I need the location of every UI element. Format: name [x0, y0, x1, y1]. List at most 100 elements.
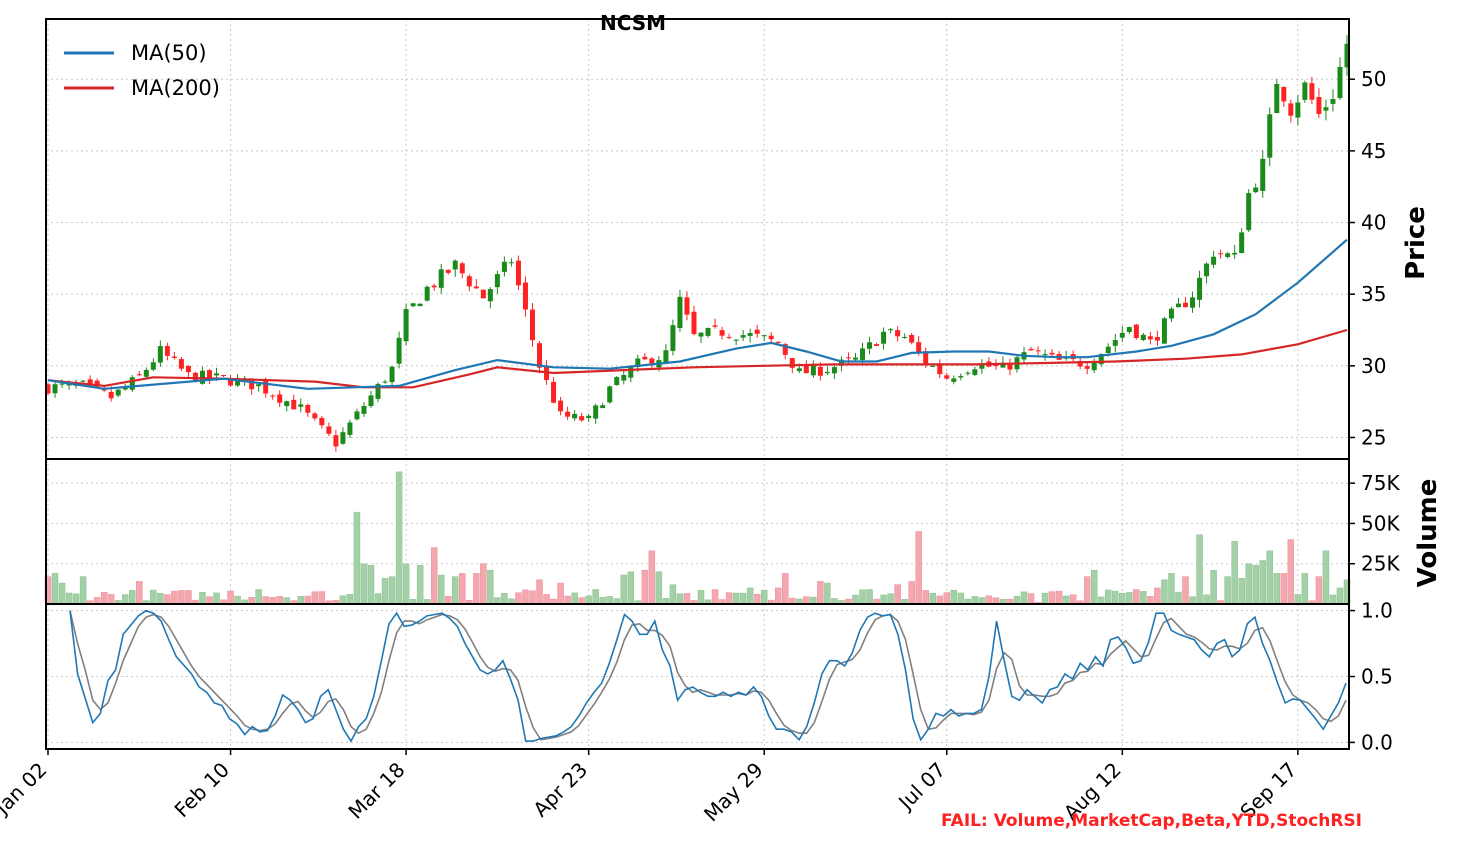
candle-body — [494, 274, 500, 288]
volume-bar — [753, 593, 761, 605]
candle-body — [368, 395, 374, 406]
volume-bar — [100, 591, 108, 605]
candle-body — [59, 383, 65, 385]
legend-ma50-label: MA(50) — [131, 41, 207, 65]
candle-body — [45, 384, 51, 394]
candle-body — [164, 345, 170, 356]
candle-body — [361, 406, 367, 414]
candle-body — [1302, 82, 1308, 100]
volume-bar — [1266, 550, 1274, 605]
candle-body — [480, 289, 486, 299]
volume-bar — [571, 592, 578, 605]
volume-bar — [227, 590, 234, 605]
candle-body — [663, 350, 669, 363]
candle-body — [249, 378, 255, 390]
candle-body — [1084, 366, 1090, 369]
candle-body — [1000, 362, 1006, 368]
volume-bar — [381, 577, 389, 605]
candle-body — [115, 389, 121, 396]
candle-body — [312, 413, 318, 419]
volume-bar — [185, 590, 192, 605]
candle-body — [1112, 340, 1118, 346]
volume-bar — [199, 592, 206, 605]
volume-bar — [515, 592, 522, 605]
candle-body — [270, 395, 276, 397]
volume-bar — [725, 592, 733, 605]
candle-body — [171, 356, 177, 358]
candle-body — [993, 364, 999, 367]
candle-body — [1337, 66, 1343, 98]
y-tick-label: 50 — [1361, 67, 1386, 91]
volume-bar — [536, 579, 543, 605]
candle-body — [565, 411, 571, 417]
volume-bar — [922, 590, 929, 605]
volume-bar — [1161, 579, 1168, 605]
volume-bar — [1322, 550, 1330, 605]
candle-body — [831, 367, 837, 374]
candle-body — [937, 364, 943, 375]
candle-body — [930, 365, 936, 367]
candle-body — [803, 365, 809, 374]
candle-body — [1316, 97, 1322, 114]
candle-body — [733, 339, 739, 341]
volume-bar — [206, 596, 213, 605]
candle-body — [810, 364, 816, 376]
candle-body — [1119, 332, 1125, 338]
candle-body — [445, 269, 451, 273]
volume-bar — [676, 593, 684, 605]
candle-body — [1295, 102, 1301, 118]
y-tick-label: 0.5 — [1361, 665, 1393, 689]
candle-body — [1309, 83, 1315, 100]
candle-body — [1260, 158, 1266, 191]
x-tick-label: May 29 — [699, 758, 768, 827]
volume-bar — [557, 582, 564, 605]
volume-bar — [1203, 594, 1210, 605]
candle-body — [354, 411, 360, 420]
candle-body — [551, 381, 557, 403]
volume-bar — [346, 594, 354, 605]
candle-body — [972, 369, 978, 375]
candle-body — [593, 405, 599, 419]
volume-bar — [732, 592, 740, 605]
volume-bar — [627, 571, 635, 605]
volume-bar — [79, 576, 87, 605]
volume-bar — [1301, 573, 1309, 605]
candle-body — [1239, 232, 1245, 254]
candle-body — [537, 343, 543, 368]
candle-body — [712, 325, 718, 327]
candle-body — [284, 401, 290, 407]
volume-bar — [1245, 563, 1252, 605]
volume-bar — [178, 590, 185, 605]
volume-bar — [157, 593, 164, 605]
candle-body — [1330, 99, 1336, 104]
volume-bar — [1182, 576, 1189, 605]
candle-body — [1204, 263, 1210, 277]
candle-body — [923, 351, 929, 364]
candle-body — [572, 413, 578, 419]
ma50-line — [47, 238, 1348, 390]
volume-bar — [564, 595, 571, 605]
volume-bar — [1336, 587, 1344, 605]
volume-bar — [1329, 594, 1337, 605]
candle-body — [1175, 303, 1181, 308]
volume-bar — [1112, 590, 1119, 605]
volume-bar — [648, 550, 656, 605]
volume-bar — [234, 595, 241, 605]
volume-panel — [44, 471, 1351, 605]
volume-bar — [782, 573, 789, 605]
volume-bar — [1273, 573, 1281, 605]
candle-body — [761, 335, 767, 337]
volume-bar — [1020, 591, 1028, 605]
candle-body — [129, 377, 135, 390]
candle-body — [438, 269, 444, 288]
price-panel — [45, 35, 1350, 452]
volume-bar — [1231, 540, 1238, 605]
candle-body — [979, 364, 985, 369]
volume-bar — [683, 593, 691, 605]
candle-body — [705, 328, 711, 336]
candle-body — [333, 435, 339, 447]
candle-body — [235, 378, 241, 386]
grid-layer — [46, 19, 1349, 749]
candle-body — [768, 335, 774, 340]
candle-body — [698, 332, 704, 337]
